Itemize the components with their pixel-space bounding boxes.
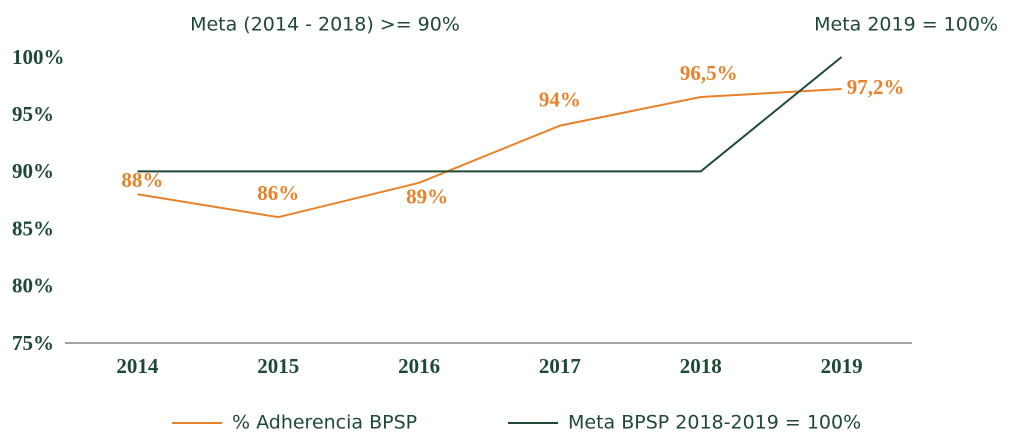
y-tick-label: 95% [12, 102, 54, 126]
annotation: Meta 2019 = 100% [814, 14, 998, 36]
y-tick-label: 90% [12, 159, 54, 183]
x-tick-label: 2016 [398, 354, 440, 378]
x-tick-label: 2017 [539, 354, 581, 378]
data-label: 96,5% [680, 61, 738, 85]
x-tick-label: 2018 [680, 354, 722, 378]
data-label: 86% [257, 181, 299, 205]
x-tick-label: 2014 [116, 354, 159, 378]
data-label: 88% [121, 168, 163, 192]
y-tick-label: 85% [12, 216, 54, 240]
y-tick-label: 75% [12, 331, 54, 355]
data-label: 97,2% [847, 75, 905, 99]
legend-label: % Adherencia BPSP [232, 412, 417, 434]
x-tick-label: 2019 [821, 354, 863, 378]
data-label: 89% [406, 185, 448, 209]
x-tick-label: 2015 [257, 354, 299, 378]
legend-label: Meta BPSP 2018-2019 = 100% [568, 412, 861, 434]
y-tick-label: 100% [12, 45, 65, 69]
annotation: Meta (2014 - 2018) >= 90% [190, 14, 460, 36]
series-line [137, 88, 842, 219]
data-label: 94% [539, 87, 581, 111]
y-tick-label: 80% [12, 274, 54, 298]
series-line [137, 56, 843, 173]
